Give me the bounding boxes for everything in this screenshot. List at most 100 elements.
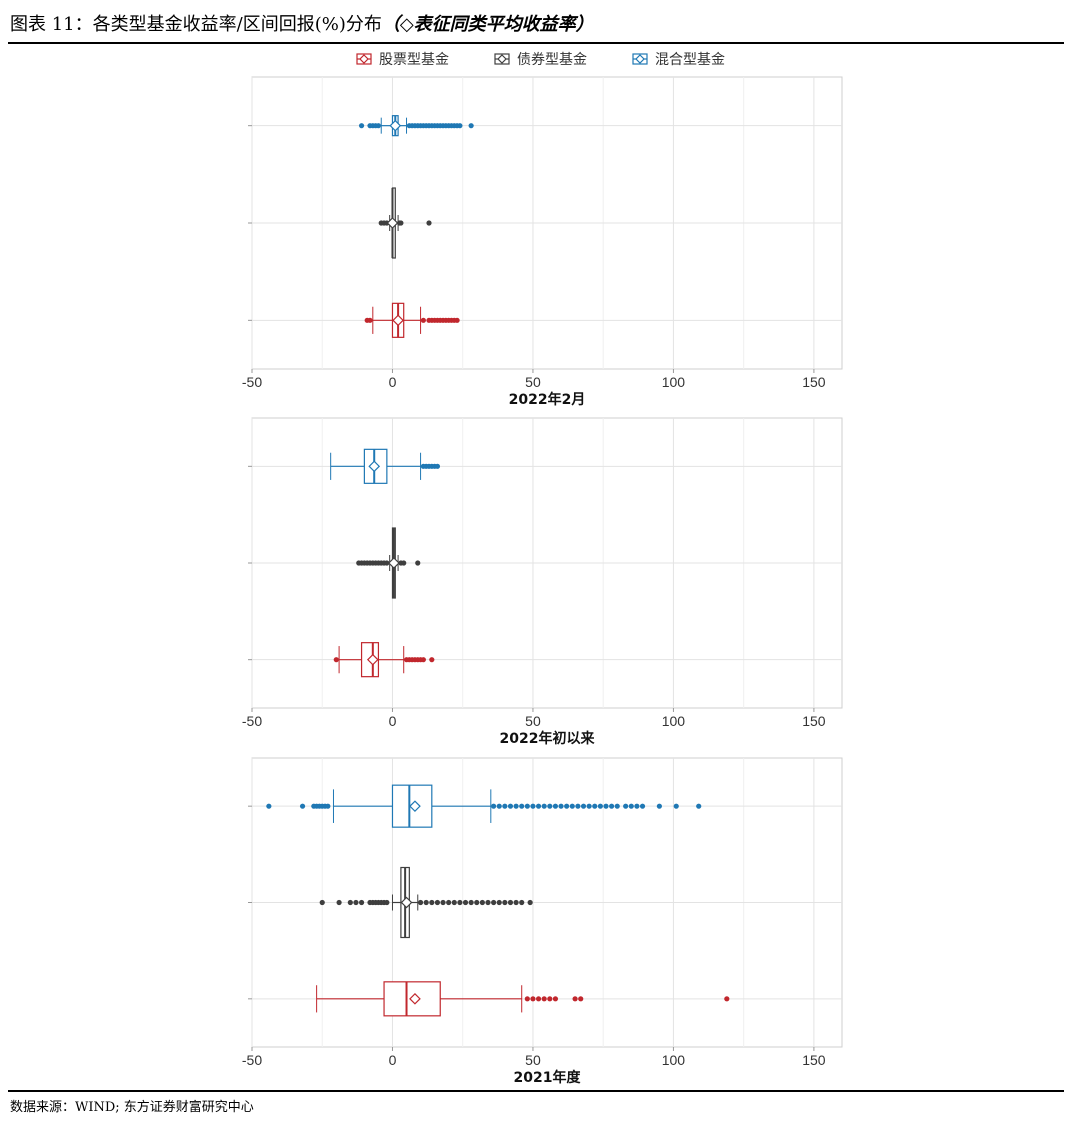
x-tick-label: 100 [662,374,686,390]
x-axis-label: 2022年初以来 [500,730,596,747]
outlier-point [454,317,460,323]
legend-item-stock: 股票型基金 [355,48,449,70]
mean-diamond [392,314,404,327]
outlier-point [474,899,480,906]
x-tick-label: 150 [802,1052,826,1068]
outlier-point [420,317,426,323]
outlier-point [434,899,441,906]
chart-panel-3: -50 0 50 100 150 2021年度 [242,757,843,1086]
x-tick-label: 0 [389,713,397,729]
outlier-point [479,899,485,906]
box-series-2 [319,866,533,939]
outlier-point [468,899,474,906]
outlier-point [502,803,508,809]
outlier-point [434,463,441,469]
outlier-point [325,803,331,809]
outlier-point [468,123,474,129]
outlier-point [417,899,424,906]
outlier-point [519,803,525,809]
title-subtitle: （◇表征同类平均收益率） [381,14,594,35]
outlier-point [353,899,359,906]
mean-diamond [386,217,399,229]
outlier-point [507,803,514,809]
x-tick-label: -50 [242,713,262,729]
outlier-point [513,803,519,809]
outlier-point [502,899,508,906]
legend-hybrid-icon [632,53,648,65]
outlier-point [299,803,306,809]
outlier-point [347,899,353,906]
outlier-point [552,996,559,1002]
outlier-point [423,899,429,906]
outlier-point [524,996,530,1002]
legend-item-bond: 债券型基金 [493,48,587,70]
outlier-point [457,123,463,129]
outlier-point [597,803,603,809]
outlier-point [491,803,497,809]
outlier-point [496,803,502,809]
legend: 股票型基金 债券型基金 混合型基金 [0,48,1080,70]
legend-item-hybrid: 混合型基金 [631,48,725,70]
outlier-point [696,803,702,809]
chart-title: 图表 11：各类型基金收益率/区间回报(%)分布（◇表征同类平均收益率） [10,10,594,36]
outlier-point [367,317,373,323]
outlier-point [580,803,587,809]
outlier-point [572,996,578,1002]
outlier-point [527,899,533,906]
outlier-point [420,657,426,663]
outlier-point [639,803,646,809]
outlier-point [513,899,519,906]
outlier-point [440,899,446,906]
outlier-point [336,899,342,906]
mean-diamond [400,896,413,909]
outlier-point [319,899,325,906]
outlier-point [530,996,536,1002]
outlier-point [628,803,634,809]
x-tick-label: -50 [242,1052,262,1068]
outlier-point [603,803,609,809]
chart-panel-1: -50 0 50 100 150 2022年2月 [242,76,843,408]
outlier-point [429,899,435,906]
outlier-point [496,899,502,906]
outlier-point [384,899,390,906]
mean-diamond [409,992,421,1005]
outlier-point [462,899,469,906]
outlier-point [656,803,662,809]
outlier-point [609,803,615,809]
mean-diamond [368,460,381,473]
mean-diamond [388,557,400,569]
legend-label-hybrid: 混合型基金 [655,52,725,68]
outlier-point [401,560,407,566]
outlier-point [673,803,679,809]
box-series-1 [266,784,702,828]
box-series-3 [316,981,730,1017]
outlier-point [634,803,640,809]
outlier-point [552,803,559,809]
outlier-point [547,803,553,809]
x-tick-label: 150 [802,374,826,390]
outlier-point [614,803,620,809]
outlier-point [519,899,525,906]
outlier-point [358,899,365,906]
mean-diamond [366,653,379,666]
outlier-point [266,803,272,809]
outlier-point [507,899,514,906]
outlier-point [724,996,730,1002]
outlier-point [558,803,564,809]
outlier-point [575,803,581,809]
outlier-point [564,803,570,809]
outlier-point [384,560,390,566]
outlier-point [446,899,452,906]
legend-label-stock: 股票型基金 [379,52,449,68]
x-axis-label: 2022年2月 [509,391,586,408]
x-tick-label: 50 [525,1052,541,1068]
outlier-point [457,899,463,906]
bottom-rule [8,1090,1064,1092]
outlier-point [541,803,547,809]
outlier-point [398,220,404,226]
outlier-point [535,803,542,809]
box-series-3 [333,642,435,678]
x-tick-label: 150 [802,713,826,729]
mean-diamond [409,800,421,813]
